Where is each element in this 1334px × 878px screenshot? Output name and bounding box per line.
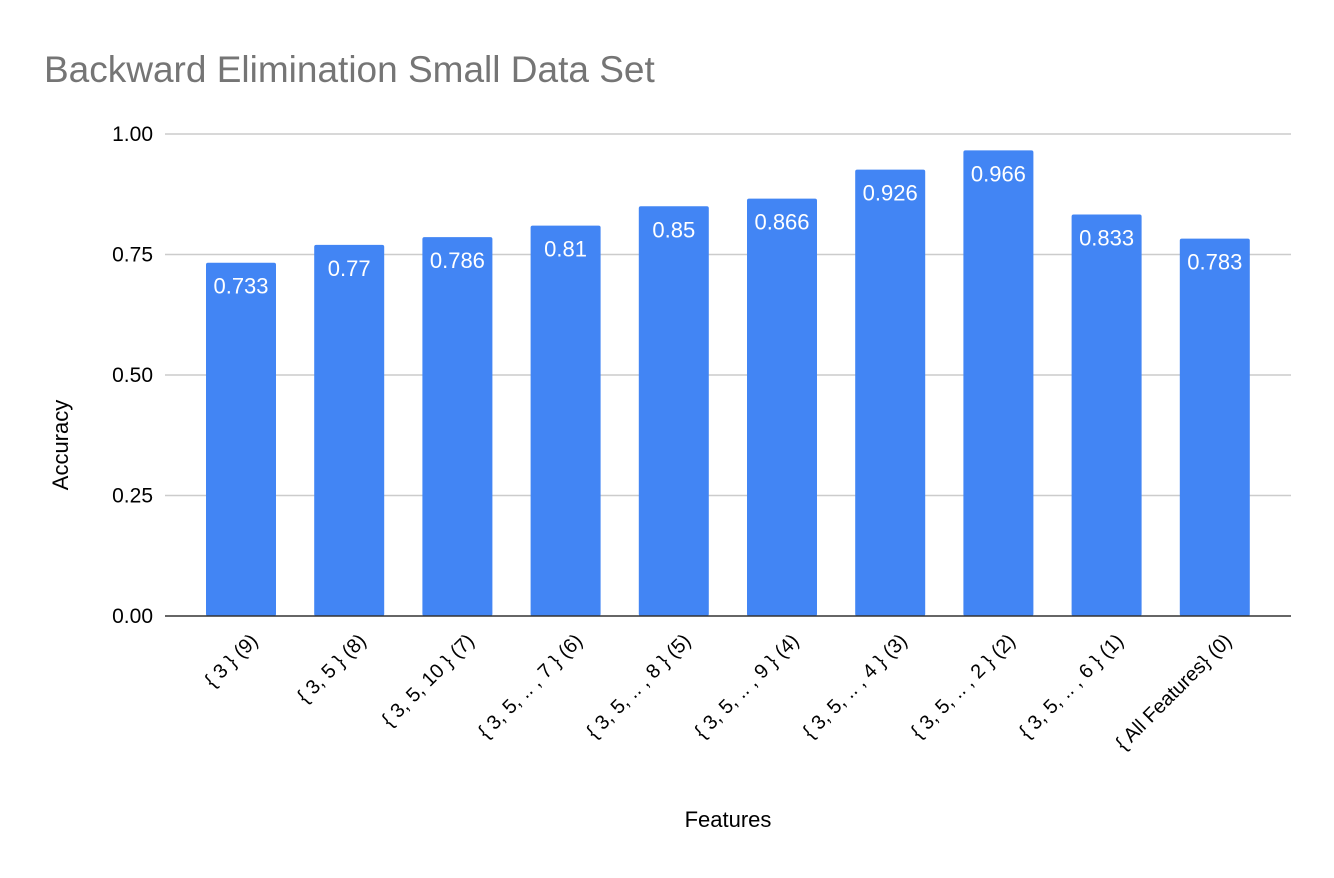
x-tick-label: { All Features} (0): [1112, 630, 1237, 755]
x-tick-label: { 3, 5, .. , 6 } (1): [1015, 630, 1128, 743]
chart-title: Backward Elimination Small Data Set: [44, 49, 655, 90]
data-label: 0.926: [863, 181, 918, 206]
bar: [638, 206, 709, 617]
bar: [1071, 214, 1142, 616]
bar: [963, 150, 1034, 616]
bar: [1179, 238, 1250, 616]
y-axis-title: Accuracy: [48, 400, 73, 490]
data-label: 0.966: [971, 161, 1026, 186]
x-tick-label: { 3, 5, .. , 7 } (6): [474, 630, 587, 743]
x-tick-label: { 3, 5, .. , 8 } (5): [582, 630, 695, 743]
bar: [206, 262, 276, 616]
data-label: 0.833: [1079, 225, 1134, 250]
y-tick-label: 0.00: [112, 605, 153, 628]
y-tick-label: 0.75: [112, 244, 153, 267]
data-label: 0.786: [430, 248, 485, 273]
x-tick-label: { 3, 5, 10 } (7): [378, 630, 479, 731]
bars: 0.733 0.77 0.786 0.81 0.85 0.866 0.926 0.966 0.8…: [206, 150, 1250, 617]
y-tick-label: 0.25: [112, 485, 153, 508]
x-tick-label: { 3, 5, .. , 9 } (4): [690, 630, 803, 743]
bar: [314, 244, 385, 617]
data-label: 0.77: [328, 256, 371, 281]
data-label: 0.81: [544, 237, 587, 262]
x-tick-label: { 3, 5 } (8): [293, 630, 371, 708]
bar: [422, 237, 493, 616]
bar: [855, 169, 926, 616]
y-tick-label: 1.00: [112, 123, 153, 146]
data-label: 0.866: [754, 210, 809, 235]
x-tick-label: { 3, 5, .. , 4 } (3): [799, 630, 912, 743]
x-axis-categories: { 3 } (9){ 3, 5 } (8){ 3, 5, 10 } (7){ 3…: [201, 630, 1237, 755]
bar: [530, 225, 601, 616]
x-tick-label: { 3, 5, .. , 2 } (2): [907, 630, 1020, 743]
x-tick-label: { 3 } (9): [201, 630, 263, 692]
data-label: 0.85: [652, 217, 695, 242]
bar: [747, 198, 817, 616]
x-axis-title: Features: [685, 807, 772, 832]
data-label: 0.783: [1187, 250, 1242, 275]
y-axis-ticks: 0.00 0.25 0.50 0.75 1.00: [112, 123, 153, 628]
y-tick-label: 0.50: [112, 364, 153, 387]
data-label: 0.733: [213, 274, 268, 299]
